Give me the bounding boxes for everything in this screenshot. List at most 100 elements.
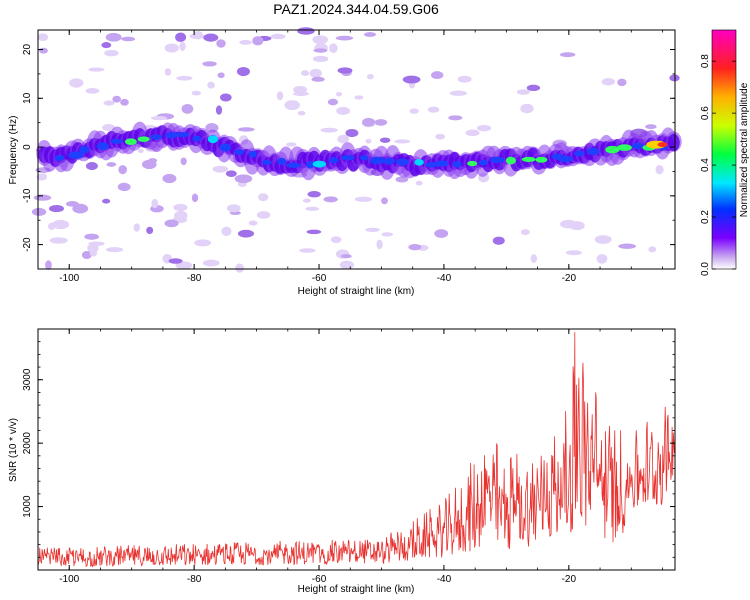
heatmap-ridge-spot bbox=[396, 158, 409, 166]
heatmap-speckle bbox=[434, 229, 449, 238]
heatmap-speckle bbox=[366, 73, 374, 80]
heatmap-speckle bbox=[193, 31, 203, 40]
heatmap-ridge-spot bbox=[369, 156, 385, 165]
heatmap-speckle bbox=[594, 235, 612, 244]
heatmap-speckle bbox=[601, 78, 616, 86]
heatmap-speckle bbox=[336, 106, 350, 115]
heatmap-speckle bbox=[449, 90, 468, 96]
heatmap-speckle bbox=[162, 173, 177, 184]
heatmap-speckle bbox=[309, 68, 322, 78]
y-tick-label: 2000 bbox=[22, 432, 33, 455]
heatmap-speckle bbox=[252, 36, 264, 46]
heatmap-xlabel: Height of straight line (km) bbox=[298, 286, 415, 297]
heatmap-speckle bbox=[225, 170, 237, 177]
heatmap-speckle bbox=[248, 220, 258, 226]
heatmap-speckle bbox=[313, 48, 328, 53]
heatmap-speckle bbox=[69, 78, 84, 88]
heatmap-speckle bbox=[202, 61, 217, 67]
snr-ticks: -100 -80 -60 -40 -20 1000 2000 3000 bbox=[22, 328, 675, 585]
heatmap-speckle bbox=[150, 115, 168, 121]
heatmap-ridge-spot bbox=[489, 156, 505, 164]
heatmap-speckle bbox=[381, 232, 394, 237]
heatmap-ridge-spot bbox=[68, 151, 84, 160]
heatmap-speckle bbox=[339, 260, 355, 270]
heatmap-speckle bbox=[465, 129, 480, 137]
heatmap-speckle bbox=[293, 85, 308, 94]
heatmap-speckle bbox=[194, 239, 212, 247]
heatmap-ridge-spot bbox=[150, 134, 163, 140]
heatmap-speckle bbox=[168, 258, 183, 264]
heatmap-speckle bbox=[121, 36, 136, 42]
heatmap-speckle bbox=[176, 75, 193, 81]
heatmap-speckle bbox=[394, 139, 411, 144]
heatmap-speckle bbox=[476, 124, 492, 132]
heatmap-ridge-spot bbox=[207, 135, 219, 144]
colorbar-ticks: 0.0 0.2 0.4 0.6 0.8 bbox=[700, 54, 736, 276]
heatmap-ridge-spot bbox=[535, 156, 548, 163]
snr-frame bbox=[37, 328, 676, 571]
heatmap-speckle bbox=[520, 103, 534, 114]
heatmap-ridge-spot bbox=[137, 136, 150, 143]
heatmap-speckle bbox=[301, 70, 310, 77]
heatmap-speckle bbox=[312, 35, 329, 45]
heatmap-speckle bbox=[276, 91, 284, 101]
heatmap-ridge-spot bbox=[328, 156, 339, 164]
heatmap-speckle bbox=[175, 32, 187, 42]
colorbar-tick-label: 0.8 bbox=[700, 54, 711, 68]
heatmap-speckle bbox=[84, 233, 99, 240]
heatmap-speckle bbox=[239, 39, 252, 45]
x-tick-label: -100 bbox=[59, 273, 79, 284]
heatmap-speckle bbox=[327, 98, 339, 106]
x-tick-label: -20 bbox=[562, 273, 577, 284]
x-tick-label: -100 bbox=[59, 574, 79, 585]
heatmap-speckle bbox=[365, 227, 380, 232]
heatmap-speckle bbox=[37, 33, 49, 42]
heatmap-speckle bbox=[526, 84, 541, 92]
heatmap-speckle bbox=[270, 33, 286, 40]
heatmap-speckle bbox=[307, 191, 321, 198]
x-tick-label: -80 bbox=[187, 574, 202, 585]
heatmap-speckle bbox=[215, 105, 223, 115]
heatmap-speckle bbox=[235, 263, 245, 273]
x-tick-label: -40 bbox=[437, 273, 452, 284]
heatmap-ridge-spot bbox=[277, 157, 287, 166]
heatmap-ridge-spot bbox=[305, 161, 315, 169]
heatmap-speckle bbox=[286, 142, 297, 147]
heatmap-speckle bbox=[120, 98, 129, 106]
heatmap-ridge-spot bbox=[219, 143, 232, 152]
heatmap-speckle bbox=[362, 117, 376, 127]
heatmap-speckle bbox=[151, 198, 159, 209]
heatmap-speckle bbox=[299, 248, 316, 253]
colorbar-label: Normalized spectral amplitude bbox=[739, 82, 750, 217]
heatmap-speckle bbox=[238, 127, 255, 132]
heatmap-speckle bbox=[257, 193, 269, 202]
heatmap-speckle bbox=[106, 162, 117, 167]
heatmap-speckle bbox=[85, 162, 98, 171]
figure-title: PAZ1.2024.344.04.59.G06 bbox=[273, 1, 439, 17]
heatmap-ridge-spot bbox=[414, 159, 424, 166]
heatmap-speckle bbox=[402, 75, 421, 84]
colorbar: 0.0 0.2 0.4 0.6 0.8 Normalized spectral ampl… bbox=[700, 29, 750, 276]
heatmap-speckle bbox=[104, 49, 119, 57]
heatmap-speckle bbox=[354, 196, 373, 202]
heatmap-speckle bbox=[146, 226, 154, 235]
heatmap-speckle bbox=[234, 174, 253, 184]
heatmap-speckle bbox=[49, 204, 64, 213]
y-tick-label: -10 bbox=[22, 188, 33, 203]
heatmap-speckle bbox=[337, 134, 349, 144]
heatmap-speckle bbox=[340, 254, 352, 259]
colorbar-tick-label: 0.2 bbox=[700, 210, 711, 224]
heatmap-ridge-spot bbox=[96, 142, 109, 151]
heatmap-ridge-spot bbox=[558, 155, 574, 163]
heatmap-speckle bbox=[323, 196, 338, 203]
heatmap-speckle bbox=[117, 182, 131, 192]
colorbar-tick-label: 0.6 bbox=[700, 106, 711, 120]
heatmap-speckle bbox=[118, 165, 128, 175]
heatmap-speckle bbox=[409, 108, 419, 114]
heatmap-speckle bbox=[516, 89, 530, 95]
heatmap-ridge-spot bbox=[248, 150, 257, 158]
heatmap-speckle bbox=[112, 95, 121, 103]
heatmap-speckle bbox=[430, 71, 444, 80]
